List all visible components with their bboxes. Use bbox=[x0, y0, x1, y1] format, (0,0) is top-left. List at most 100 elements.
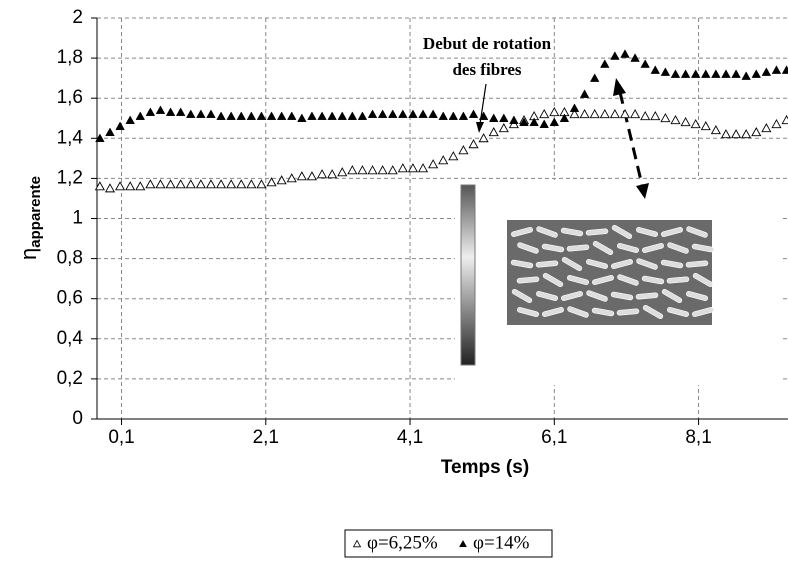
point bbox=[498, 123, 509, 133]
x-tick-label: 0,1 bbox=[108, 427, 134, 448]
point bbox=[448, 111, 459, 120]
point bbox=[296, 171, 307, 181]
y-axis-title-sub: apparente bbox=[27, 176, 44, 248]
point bbox=[731, 69, 741, 78]
fiber bbox=[566, 244, 590, 252]
legend bbox=[344, 529, 553, 558]
inset-image bbox=[455, 180, 782, 385]
point bbox=[236, 179, 247, 189]
point bbox=[559, 113, 570, 122]
point bbox=[549, 117, 560, 126]
point bbox=[458, 145, 469, 155]
point bbox=[357, 111, 368, 120]
point bbox=[256, 111, 267, 120]
fiber bbox=[535, 291, 559, 301]
point bbox=[488, 127, 499, 137]
point bbox=[569, 109, 580, 119]
point bbox=[700, 121, 711, 131]
point bbox=[711, 69, 721, 78]
point bbox=[367, 109, 378, 118]
fiber bbox=[666, 307, 690, 317]
point bbox=[619, 109, 631, 119]
point bbox=[215, 179, 227, 189]
point bbox=[417, 163, 429, 173]
point bbox=[579, 109, 590, 119]
fiber bbox=[511, 288, 533, 304]
point bbox=[418, 109, 428, 118]
fiber bbox=[561, 256, 583, 272]
point bbox=[428, 159, 439, 169]
fiber-field bbox=[507, 220, 712, 325]
point bbox=[488, 113, 499, 122]
fiber bbox=[635, 227, 659, 237]
point bbox=[377, 109, 388, 118]
fiber bbox=[516, 276, 540, 284]
point bbox=[388, 109, 398, 118]
fiber bbox=[661, 288, 683, 304]
point bbox=[286, 173, 297, 183]
fiber bbox=[541, 307, 565, 317]
fiber bbox=[566, 275, 590, 285]
point bbox=[95, 133, 105, 142]
point bbox=[741, 71, 751, 80]
legend-marker bbox=[459, 539, 467, 548]
point bbox=[135, 181, 146, 191]
fiber bbox=[641, 275, 665, 285]
fiber bbox=[616, 308, 640, 316]
point bbox=[145, 107, 156, 116]
fiber bbox=[686, 226, 708, 238]
fiber bbox=[591, 275, 615, 285]
annotation-arrowhead bbox=[476, 122, 484, 133]
point bbox=[377, 165, 388, 175]
point bbox=[256, 179, 267, 189]
point bbox=[317, 111, 327, 120]
point bbox=[236, 111, 246, 120]
point bbox=[468, 139, 479, 149]
y-tick-label: 1,6 bbox=[57, 87, 83, 108]
point bbox=[720, 129, 732, 139]
point bbox=[579, 89, 590, 98]
point bbox=[175, 107, 186, 116]
point bbox=[155, 179, 166, 189]
point bbox=[458, 111, 469, 120]
point bbox=[640, 111, 651, 121]
y-tick-label: 1,2 bbox=[57, 167, 83, 188]
y-tick-label: 0,2 bbox=[57, 368, 83, 389]
point bbox=[266, 177, 277, 187]
point bbox=[670, 115, 681, 125]
fiber bbox=[616, 243, 640, 253]
point bbox=[185, 179, 196, 189]
fiber bbox=[660, 259, 684, 269]
point bbox=[569, 103, 580, 112]
point bbox=[519, 117, 529, 126]
point bbox=[650, 111, 661, 121]
point bbox=[660, 67, 671, 76]
fiber bbox=[585, 228, 609, 236]
point bbox=[761, 123, 772, 133]
fiber bbox=[586, 290, 608, 302]
annotation: des fibres bbox=[452, 60, 521, 79]
x-tick-label: 2,1 bbox=[253, 427, 279, 448]
fiber bbox=[592, 240, 614, 256]
point bbox=[307, 111, 317, 120]
point bbox=[398, 109, 408, 118]
inset-arrow bbox=[618, 91, 644, 186]
x-tick-label: 8,1 bbox=[685, 427, 711, 448]
point bbox=[226, 111, 236, 120]
point bbox=[660, 113, 671, 123]
point bbox=[650, 65, 661, 74]
point bbox=[276, 175, 287, 185]
y-axis-title: ηapparente bbox=[16, 176, 44, 260]
fiber bbox=[560, 291, 584, 301]
fiber bbox=[685, 291, 709, 301]
fiber bbox=[617, 274, 639, 286]
point bbox=[751, 127, 762, 137]
fiber bbox=[666, 276, 690, 284]
legend-label: φ=14% bbox=[473, 532, 530, 553]
point bbox=[337, 111, 347, 120]
point bbox=[216, 111, 226, 120]
fiber bbox=[536, 226, 558, 238]
point bbox=[246, 111, 257, 120]
point bbox=[347, 111, 358, 120]
point bbox=[206, 109, 216, 118]
